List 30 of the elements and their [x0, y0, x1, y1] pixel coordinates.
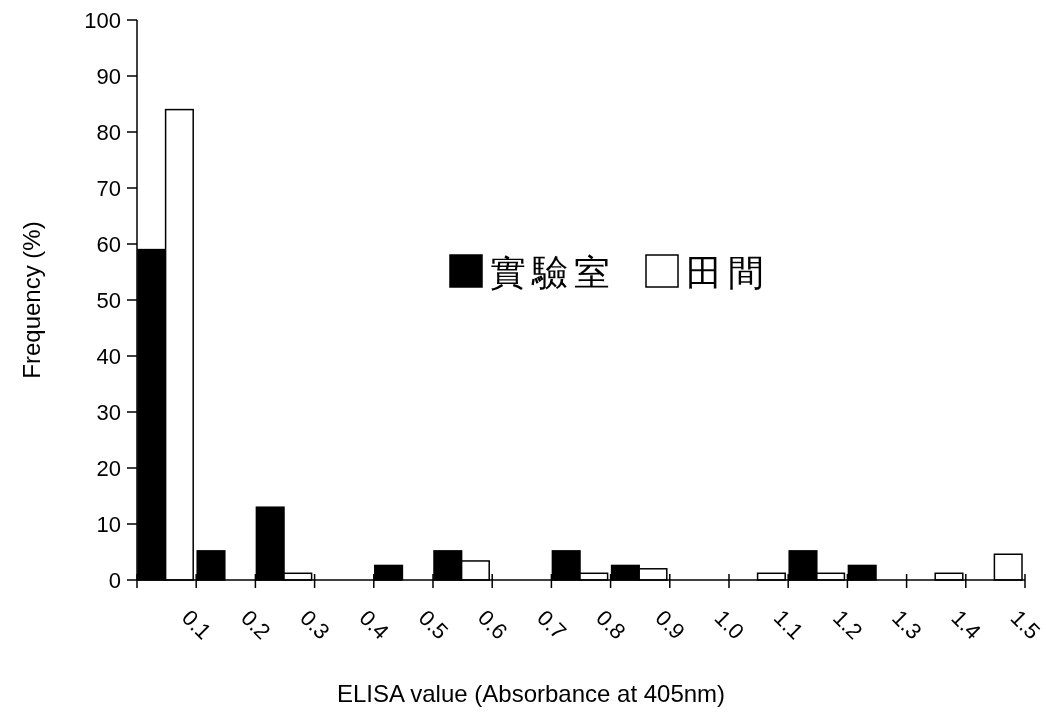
y-tick-label: 30 [96, 400, 121, 425]
x-tick-label: 0.5 [413, 604, 454, 645]
y-tick-label: 0 [108, 568, 121, 593]
x-tick-label: 1.5 [1005, 604, 1046, 645]
y-tick-label: 80 [96, 120, 121, 145]
x-tick-label: 0.6 [472, 604, 513, 645]
y-tick-label: 50 [96, 288, 121, 313]
legend-label: 田間 [686, 253, 770, 293]
y-tick-label: 100 [84, 8, 121, 33]
x-tick-label: 0.2 [236, 604, 276, 645]
x-tick-label: 1.3 [887, 604, 927, 645]
x-tick-label: 1.1 [768, 604, 809, 645]
y-tick-label: 70 [96, 176, 121, 201]
x-tick-label: 0.9 [650, 604, 690, 645]
y-tick-label: 20 [96, 456, 121, 481]
x-tick-label: 1.4 [946, 604, 986, 645]
y-tick-label: 90 [96, 64, 121, 89]
y-tick-label: 10 [96, 512, 121, 537]
x-tick-label: 0.1 [176, 604, 217, 645]
x-axis-title: ELISA value (Absorbance at 405nm) [336, 680, 726, 707]
legend-label: 實驗室 [490, 253, 616, 293]
x-tick-label: 0.4 [354, 604, 394, 645]
x-tick-label: 0.3 [295, 604, 335, 645]
x-tick-label: 0.7 [532, 604, 572, 645]
y-tick-label: 40 [96, 344, 121, 369]
x-tick-label: 0.8 [591, 604, 631, 645]
x-tick-label: 1.0 [709, 604, 750, 645]
y-tick-label: 60 [96, 232, 121, 257]
y-axis-title: Frequency (%) [18, 221, 45, 379]
x-tick-label: 1.2 [828, 604, 868, 645]
